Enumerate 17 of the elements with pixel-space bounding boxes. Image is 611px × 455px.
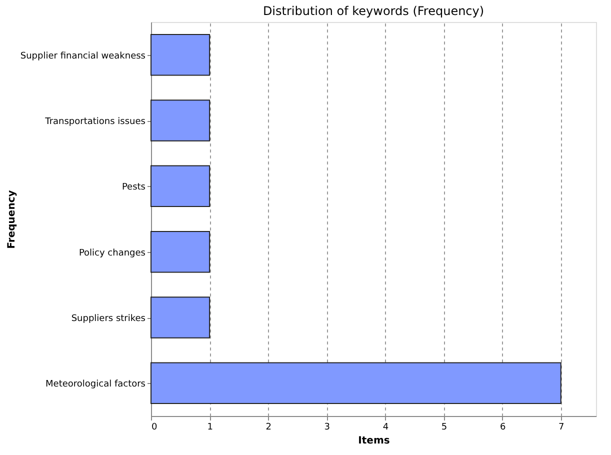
x-tick-label: 0 (152, 422, 158, 432)
y-tick-label: Transportations issues (44, 117, 146, 127)
x-tick-label: 6 (500, 422, 506, 432)
x-tick-label: 2 (266, 422, 272, 432)
x-tick-label: 7 (558, 422, 564, 432)
x-axis-title: Items (358, 436, 390, 446)
y-tick-label: Policy changes (78, 248, 146, 258)
x-tick-label: 5 (441, 422, 448, 432)
x-tick-label: 3 (324, 422, 330, 432)
y-tick-label: Meteorological factors (46, 380, 146, 390)
y-axis-title: Frequency (6, 190, 18, 249)
x-tick-label: 1 (207, 422, 213, 432)
y-tick-label: Suppliers strikes (71, 314, 146, 324)
chart-title: Distribution of keywords (Frequency) (262, 4, 484, 18)
x-tick-label: 4 (382, 422, 389, 432)
y-tick-label: Pests (122, 182, 146, 193)
y-tick-label: Supplier financial weakness (20, 51, 146, 62)
